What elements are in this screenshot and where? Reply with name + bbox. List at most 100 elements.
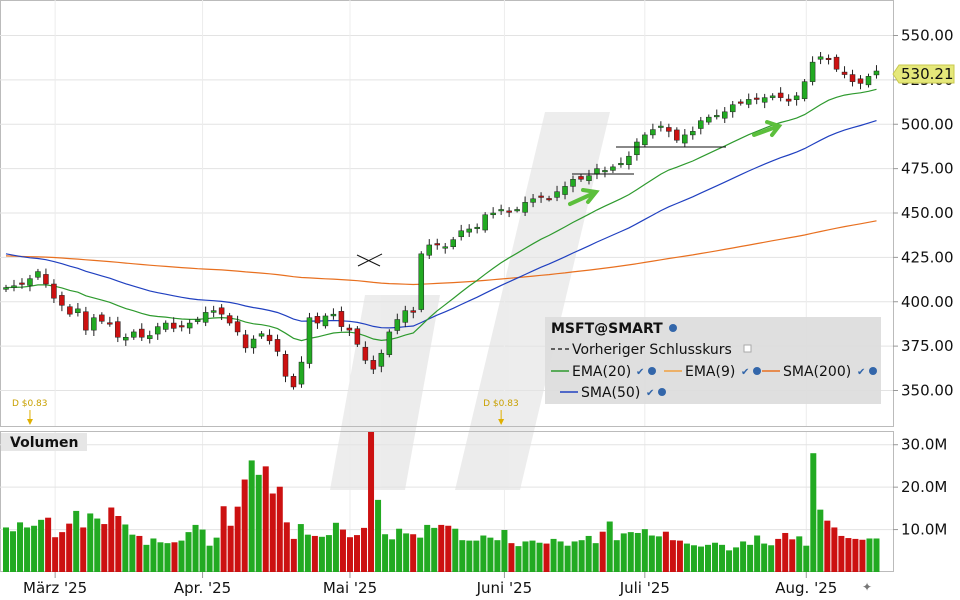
candle-up: [91, 317, 97, 331]
candle-down: [538, 195, 544, 198]
volume-bar: [768, 545, 775, 572]
candle-up: [3, 287, 9, 290]
candle-up: [769, 95, 776, 98]
candle-up: [729, 104, 736, 113]
legend-item-ema9[interactable]: EMA(9): [685, 364, 735, 380]
volume-bar: [171, 542, 178, 572]
candle-up: [378, 352, 385, 367]
candle-down: [178, 325, 185, 328]
volume-bar: [508, 543, 515, 572]
dividend-label: D $0.83: [483, 399, 519, 409]
globe-icon[interactable]: [648, 367, 656, 375]
ema20-line: [5, 88, 877, 342]
candle-up: [658, 125, 664, 128]
candle-up: [761, 97, 768, 103]
legend-item-prev-close[interactable]: Vorheriger Schlusskurs: [572, 342, 732, 358]
candle-up: [650, 129, 656, 136]
legend-item-sma200[interactable]: SMA(200): [783, 364, 851, 380]
candle-up: [570, 179, 576, 187]
volume-tick-label: 20.0M: [901, 478, 947, 496]
volume-bar: [845, 538, 852, 572]
volume-bar: [578, 540, 585, 572]
candle-up: [642, 134, 648, 146]
volume-bar: [332, 522, 339, 572]
check-icon[interactable]: ✔: [857, 367, 865, 378]
legend-item-ema20[interactable]: EMA(20): [572, 364, 631, 380]
volume-bar: [726, 550, 733, 572]
price-tick-label: 400.00: [901, 293, 954, 311]
volume-bar: [396, 528, 403, 572]
candle-down: [59, 295, 65, 306]
time-tick-label: Apr. '25: [174, 579, 231, 597]
green-arrow-icon: [568, 192, 594, 206]
volume-bar: [290, 538, 297, 572]
volume-bar: [339, 529, 346, 572]
check-icon[interactable]: ✔: [741, 367, 749, 378]
candle-down: [346, 327, 353, 331]
candle-down: [290, 376, 297, 388]
candle-up: [258, 333, 265, 337]
volume-bar: [641, 529, 648, 572]
candle-up: [146, 335, 153, 339]
legend[interactable]: MSFT@SMART Vorheriger Schlusskurs EMA(20…: [545, 317, 881, 404]
volume-bar: [318, 536, 325, 572]
volume-bar: [143, 544, 150, 572]
candle-down: [370, 360, 377, 370]
candle-up: [530, 198, 536, 203]
volume-bar: [494, 540, 501, 572]
time-tick-label: März '25: [23, 579, 87, 597]
volume-bar: [10, 531, 17, 572]
checkbox-icon[interactable]: [743, 344, 752, 353]
check-icon[interactable]: ✔: [636, 367, 644, 378]
candle-up: [698, 120, 704, 129]
time-tick-label: Juli '25: [619, 579, 670, 597]
volume-bar: [796, 536, 803, 572]
time-tick-label: Juni '25: [476, 579, 533, 597]
globe-icon[interactable]: [869, 367, 877, 375]
volume-bar: [550, 538, 557, 572]
dividend-arrow-icon: [498, 419, 505, 425]
candle-up: [202, 312, 209, 323]
candle-up: [809, 61, 816, 82]
scroll-marker-icon[interactable]: ✦: [862, 580, 872, 594]
candle-up: [817, 56, 824, 60]
sma200-line: [5, 220, 877, 286]
candle-up: [27, 278, 33, 286]
candle-up: [210, 310, 217, 313]
volume-bar: [690, 545, 697, 572]
candle-up: [586, 175, 592, 181]
candle-down: [170, 322, 177, 329]
volume-bar: [761, 543, 768, 572]
candle-down: [67, 306, 73, 315]
volume-tick-label: 10.0M: [901, 521, 947, 539]
candle-up: [442, 246, 448, 249]
volume-bar: [262, 466, 269, 572]
globe-icon[interactable]: [669, 324, 677, 332]
candle-up: [634, 141, 640, 156]
candle-down: [115, 321, 121, 338]
candle-down: [666, 127, 672, 132]
candle-down: [546, 198, 552, 201]
volume-gridlines: [0, 444, 893, 531]
globe-icon[interactable]: [753, 367, 761, 375]
candle-up: [450, 239, 456, 247]
volume-bar: [354, 535, 360, 572]
volume-bar: [417, 537, 424, 572]
legend-item-sma50[interactable]: SMA(50): [581, 385, 640, 401]
candle-up: [745, 99, 752, 105]
candle-up: [418, 253, 425, 310]
globe-icon[interactable]: [658, 388, 666, 396]
candle-up: [322, 315, 329, 327]
volume-bar: [73, 510, 80, 572]
candle-up: [386, 331, 393, 355]
volume-bar: [480, 535, 487, 572]
check-icon[interactable]: ✔: [646, 388, 654, 399]
candle-down: [362, 346, 369, 361]
candle-down: [354, 328, 361, 345]
volume-bar: [382, 534, 389, 572]
volume-bar: [276, 486, 283, 572]
candle-down: [849, 74, 856, 82]
cross-line-b: [357, 253, 383, 267]
candle-up: [123, 337, 129, 341]
